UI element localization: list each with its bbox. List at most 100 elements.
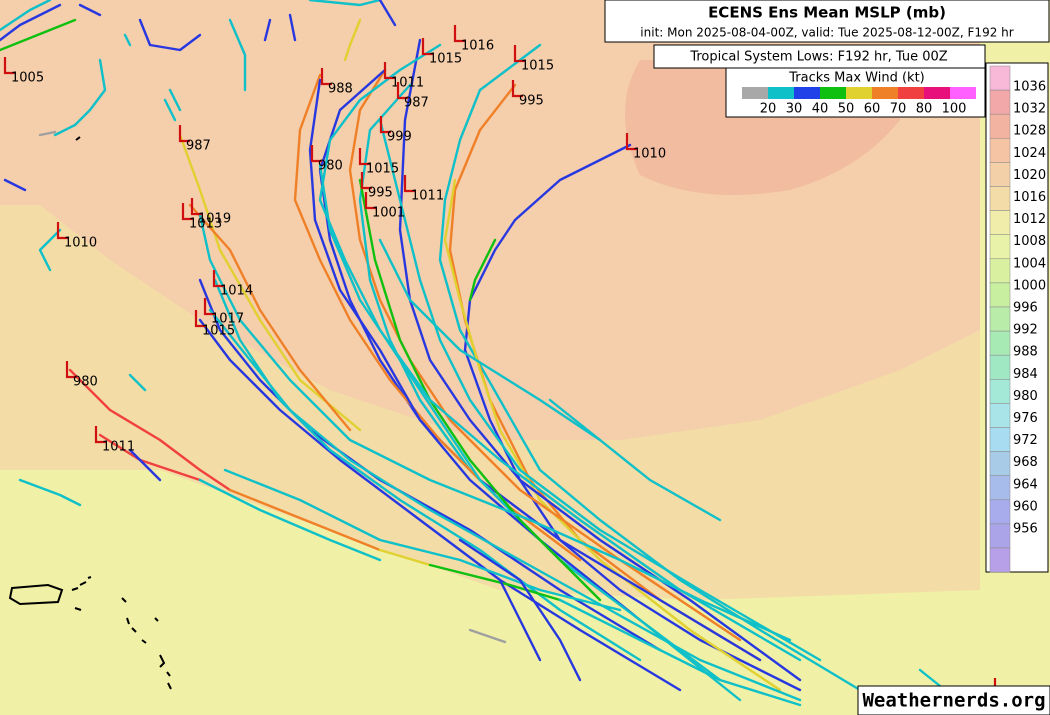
low-label: 980	[318, 159, 343, 174]
colorbar-cell	[989, 210, 1011, 235]
track	[198, 213, 792, 642]
wind-label: 20	[760, 102, 777, 117]
track	[398, 38, 802, 682]
track	[308, 0, 382, 7]
wind-label: 50	[838, 102, 855, 117]
track	[498, 578, 542, 662]
low-label: 980	[73, 375, 98, 390]
colorbar-label: 992	[1013, 323, 1038, 338]
colorbar-label: 988	[1013, 345, 1038, 360]
track	[128, 448, 162, 482]
low-marker	[320, 68, 332, 86]
track	[163, 98, 177, 122]
track	[78, 3, 102, 17]
track	[468, 238, 497, 302]
colorbar-cell	[989, 186, 1011, 211]
colorbar-cell	[989, 403, 1011, 428]
low-label: 1011	[391, 76, 424, 91]
wind-legend-title: Tracks Max Wind (kt)	[788, 71, 925, 86]
track	[3, 178, 27, 192]
track	[343, 18, 362, 62]
lows-title: Tropical System Lows: F192 hr, Tue 00Z	[689, 50, 947, 65]
low-label: 987	[186, 139, 211, 154]
wind-label: 100	[942, 102, 967, 117]
header-box	[604, 0, 1050, 43]
track	[0, 0, 52, 32]
track	[188, 203, 352, 432]
track	[0, 3, 62, 42]
low-marker	[513, 45, 525, 63]
track	[318, 43, 802, 662]
colorbar-cell	[989, 89, 1011, 115]
track	[0, 18, 77, 52]
track	[378, 0, 397, 27]
track	[308, 78, 642, 622]
track	[428, 563, 562, 602]
track	[228, 18, 247, 92]
wind-label: 30	[786, 102, 803, 117]
track	[198, 318, 682, 692]
islands	[8, 136, 172, 690]
colorbar-cell	[989, 330, 1011, 356]
colorbar-label: 980	[1013, 389, 1038, 404]
low-marker	[194, 310, 206, 328]
colorbar-label: 1008	[1013, 234, 1046, 249]
wind-swatch	[768, 87, 794, 99]
low-label: 1015	[202, 324, 235, 339]
low-marker	[383, 62, 395, 80]
low-label: 999	[387, 130, 412, 145]
low-marker	[65, 361, 77, 379]
track	[198, 478, 382, 562]
colorbar-cell	[989, 234, 1011, 260]
colorbar: 1036 1032 1028 1024 1020 1016 1012 1008 1004 1000…	[989, 65, 1046, 573]
low-label: 1010	[633, 147, 666, 162]
track	[53, 58, 107, 137]
low-label: 1015	[366, 162, 399, 177]
colorbar-cell	[989, 499, 1011, 525]
colorbar-label: 1028	[1013, 124, 1046, 139]
colorbar-label: 1000	[1013, 278, 1046, 293]
colorbar-cell	[989, 282, 1011, 308]
wind-swatch	[872, 87, 898, 99]
watermark: Weathernerds.org	[862, 690, 1045, 712]
wind-label: 60	[864, 102, 881, 117]
track	[443, 178, 782, 692]
low-label: 1016	[461, 39, 494, 54]
low-marker	[453, 25, 465, 43]
colorbar-label: 1032	[1013, 102, 1046, 117]
track	[263, 18, 272, 42]
colorbar-label: 984	[1013, 367, 1038, 382]
low-marker	[360, 172, 372, 190]
colorbar-cell	[989, 306, 1011, 332]
colorbar-cell	[989, 138, 1011, 163]
colorbar-cell	[989, 258, 1011, 284]
colorbar-label: 996	[1013, 301, 1038, 316]
low-marker	[212, 270, 224, 288]
watermark-box	[857, 685, 1050, 715]
colorbar-cell	[989, 162, 1011, 187]
track	[468, 628, 507, 644]
wind-swatch	[820, 87, 846, 99]
track	[378, 238, 602, 442]
island	[71, 136, 172, 690]
track	[348, 68, 742, 642]
low-marker	[396, 82, 408, 100]
wind-swatch	[898, 87, 924, 99]
wind-label: 70	[890, 102, 907, 117]
colorbar-cell	[989, 113, 1011, 139]
low-label: 1001	[372, 206, 405, 221]
colorbar-label: 956	[1013, 522, 1038, 537]
low-marker	[625, 133, 637, 151]
low-marker	[310, 145, 322, 163]
wind-swatch	[950, 87, 976, 99]
colorbar-label: 964	[1013, 477, 1038, 492]
low-label: 1005	[11, 71, 44, 86]
track	[378, 548, 432, 567]
colorbar-label: 1020	[1013, 168, 1046, 183]
track	[18, 478, 82, 507]
low-label: 1019	[198, 212, 231, 227]
track	[318, 68, 762, 662]
wind-swatch	[846, 87, 872, 99]
colorbar-label: 1036	[1013, 80, 1046, 95]
